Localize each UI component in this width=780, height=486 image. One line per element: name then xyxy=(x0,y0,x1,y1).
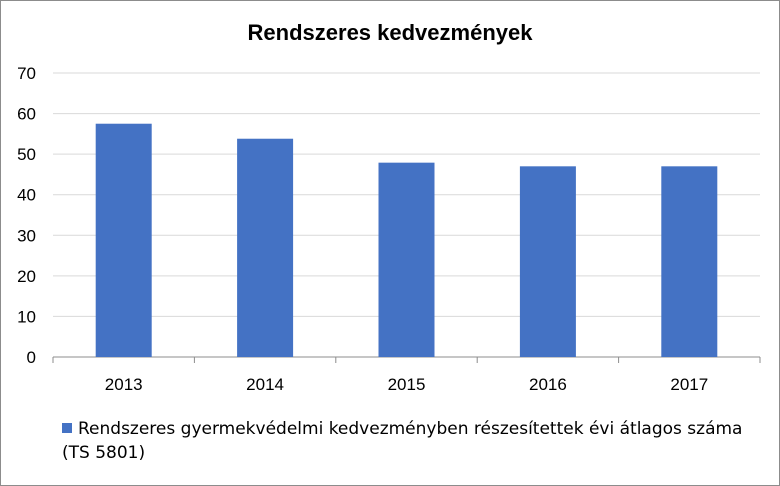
y-axis-ticks: 0 10 20 30 40 50 60 70 xyxy=(17,64,36,367)
legend-label: Rendszeres gyermekvédelmi kedvezményben … xyxy=(62,419,743,463)
legend: Rendszeres gyermekvédelmi kedvezményben … xyxy=(62,417,762,465)
bar-2016 xyxy=(519,166,576,357)
y-tick-label: 0 xyxy=(27,348,36,367)
x-tick-label: 2017 xyxy=(670,375,708,394)
chart-title: Rendszeres kedvezmények xyxy=(247,20,533,45)
bar-2015 xyxy=(378,162,435,357)
x-tick-label: 2013 xyxy=(105,375,143,394)
x-axis-ticks: 2013 2014 2015 2016 2017 xyxy=(105,375,708,394)
y-tick-label: 30 xyxy=(17,226,36,245)
bars xyxy=(95,123,718,357)
y-tick-label: 20 xyxy=(17,267,36,286)
x-tick-label: 2015 xyxy=(388,375,426,394)
y-tick-label: 60 xyxy=(17,105,36,124)
y-tick-label: 50 xyxy=(17,145,36,164)
y-tick-label: 10 xyxy=(17,307,36,326)
bar-2017 xyxy=(661,166,718,357)
x-tick-label: 2016 xyxy=(529,375,567,394)
bar-2013 xyxy=(95,123,152,357)
bar-2014 xyxy=(237,138,294,357)
y-tick-label: 70 xyxy=(17,64,36,83)
x-tick-label: 2014 xyxy=(246,375,284,394)
legend-swatch xyxy=(62,423,72,433)
y-tick-label: 40 xyxy=(17,186,36,205)
